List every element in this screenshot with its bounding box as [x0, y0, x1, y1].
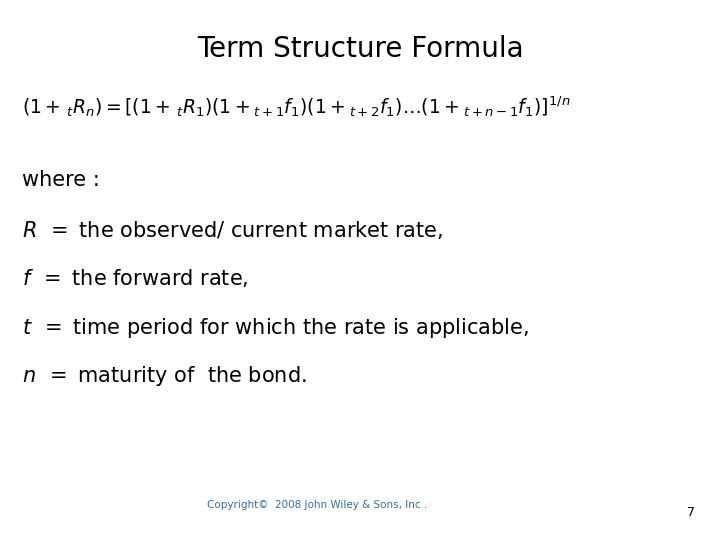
- Text: $t\,$ $=$ time period for which the rate is applicable,: $t\,$ $=$ time period for which the rate…: [22, 316, 528, 340]
- Text: where :: where :: [22, 170, 99, 190]
- Text: $n\,$ $=$ maturity of  the bond.: $n\,$ $=$ maturity of the bond.: [22, 364, 307, 388]
- Text: Copyright©  2008 John Wiley & Sons, Inc .: Copyright© 2008 John Wiley & Sons, Inc .: [207, 500, 427, 510]
- Text: 7: 7: [687, 507, 695, 519]
- Text: $R\,$ $=$ the observed/ current market rate,: $R\,$ $=$ the observed/ current market r…: [22, 219, 443, 241]
- Text: $f\,$ $=$ the forward rate,: $f\,$ $=$ the forward rate,: [22, 267, 248, 289]
- Text: $\mathit{(}1+{}_{\,t}R_n\mathit{)}=\mathit{[}\mathit{(}1+{}_{\,t}R_1\mathit{)(}1: $\mathit{(}1+{}_{\,t}R_n\mathit{)}=\math…: [22, 94, 570, 119]
- Text: Term Structure Formula: Term Structure Formula: [197, 35, 523, 63]
